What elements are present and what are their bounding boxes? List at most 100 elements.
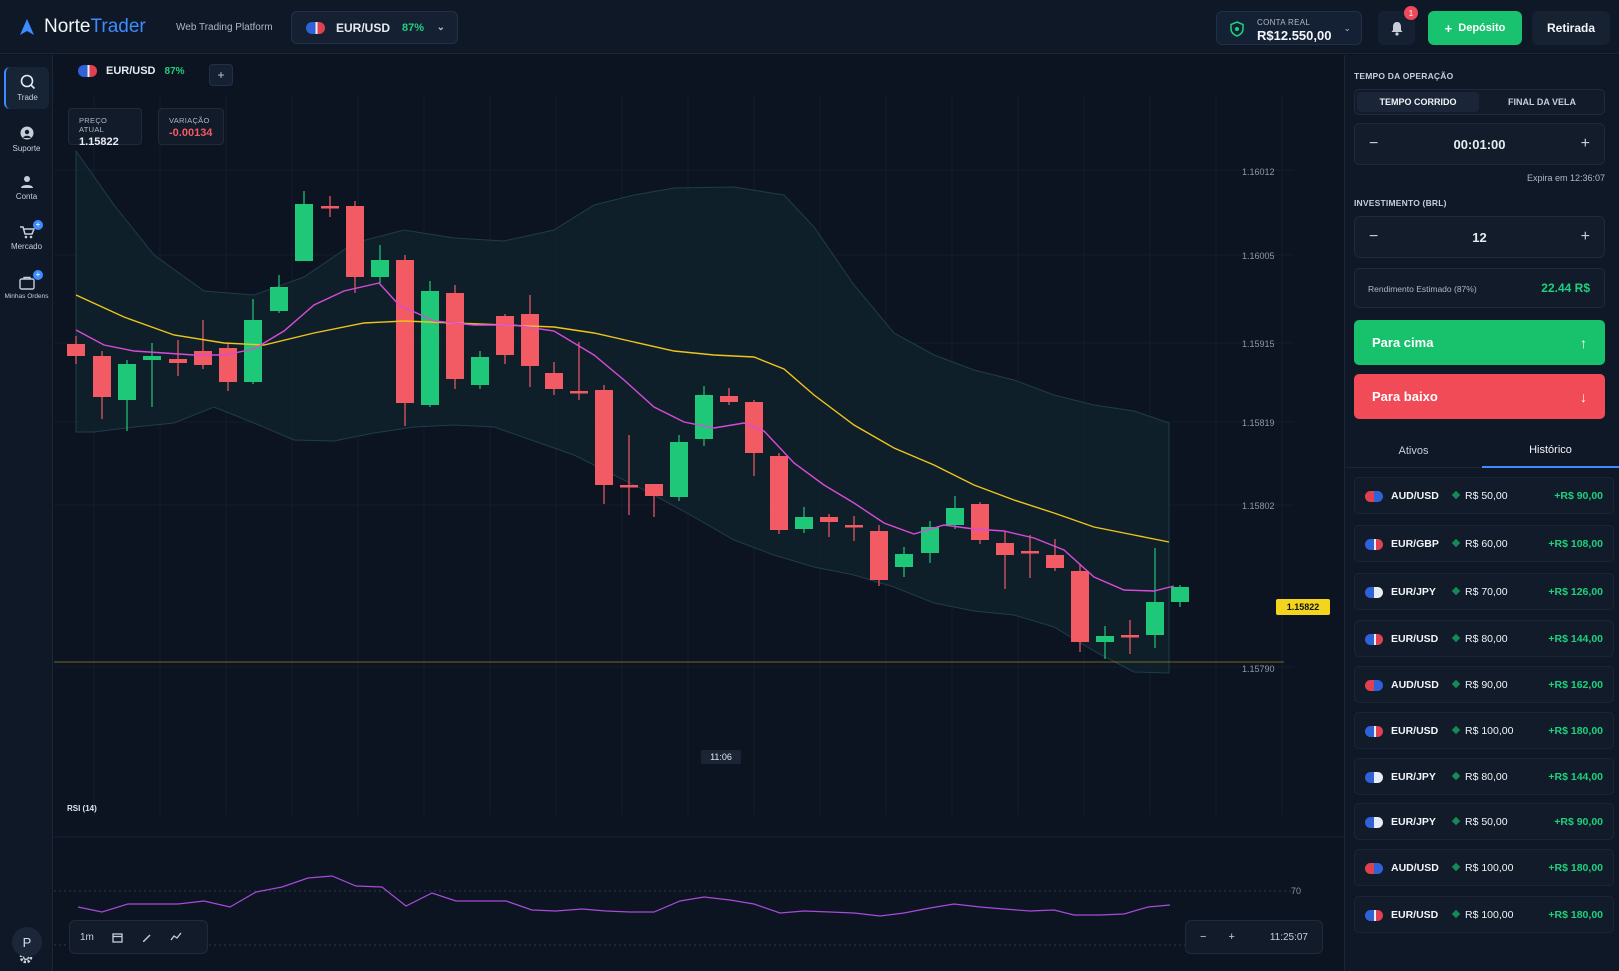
history-amount: R$ 50,00 — [1465, 816, 1508, 828]
candle-bullish — [471, 351, 489, 389]
candle-body — [396, 260, 414, 403]
candle-bullish — [1096, 626, 1114, 659]
candle-body — [1046, 555, 1064, 568]
candle-body — [143, 356, 161, 360]
investment-value[interactable]: 12 — [1472, 230, 1487, 245]
candle-body — [921, 527, 939, 553]
history-row[interactable]: AUD/USD R$ 50,00 +R$ 90,00 — [1354, 477, 1614, 514]
history-row[interactable]: EUR/JPY R$ 50,00 +R$ 90,00 — [1354, 803, 1614, 840]
currency-flag-icon — [1365, 587, 1383, 598]
pencil-icon[interactable] — [141, 932, 152, 943]
candle-bullish — [143, 343, 161, 407]
investment-increase-button[interactable]: + — [1580, 228, 1590, 245]
logo-text-part2: Trader — [90, 16, 146, 37]
candle-bearish — [720, 388, 738, 405]
history-row[interactable]: AUD/USD R$ 100,00 +R$ 180,00 — [1354, 849, 1614, 886]
candle-body — [219, 348, 237, 382]
arrow-down-icon: ↓ — [1580, 388, 1587, 405]
sidebar-item-market[interactable]: + Mercado — [4, 217, 49, 259]
buy-up-button[interactable]: Para cima ↑ — [1354, 320, 1605, 365]
history-row[interactable]: EUR/USD R$ 80,00 +R$ 144,00 — [1354, 620, 1614, 657]
investment-decrease-button[interactable]: − — [1369, 228, 1379, 245]
moving-average-slow — [75, 294, 1170, 543]
notifications-button[interactable]: 1 — [1378, 6, 1418, 45]
mode-candle-end-button[interactable]: FINAL DA VELA — [1507, 97, 1576, 107]
candle-body — [895, 554, 913, 567]
history-pair: EUR/GBP — [1391, 538, 1439, 550]
duration-value[interactable]: 00:01:00 — [1453, 137, 1506, 152]
mode-elapsed-button[interactable]: TEMPO CORRIDO — [1357, 92, 1479, 112]
zoom-toolbar: − + 11:25:07 — [1185, 920, 1323, 954]
diamond-icon — [1451, 909, 1461, 919]
calendar-icon[interactable] — [112, 932, 123, 943]
history-pair: EUR/JPY — [1391, 586, 1436, 598]
history-amount: R$ 100,00 — [1465, 909, 1514, 921]
candle-bullish — [795, 507, 813, 533]
variation-label: VARIAÇÃO — [169, 116, 210, 125]
account-selector[interactable]: CONTA REAL R$12.550,00 ⌄ — [1216, 11, 1362, 45]
chart-tab-asset: EUR/USD — [106, 65, 156, 77]
candle-bearish — [570, 342, 588, 400]
avatar[interactable]: P — [12, 927, 42, 957]
history-row[interactable]: EUR/JPY R$ 70,00 +R$ 126,00 — [1354, 573, 1614, 610]
bollinger-band — [75, 149, 1170, 674]
sidebar-item-trade[interactable]: Trade — [4, 67, 49, 109]
candle-body — [595, 390, 613, 485]
zoom-in-button[interactable]: + — [1228, 931, 1235, 943]
sell-down-button[interactable]: Para baixo ↓ — [1354, 374, 1605, 419]
candle-body — [244, 320, 262, 382]
candle-body — [471, 357, 489, 385]
sidebar-item-label: Suporte — [12, 144, 41, 153]
price-chart[interactable]: 1.16012 1.16005 1.15915 1.15819 1.15802 1.157… — [54, 55, 1344, 971]
user-icon — [20, 176, 33, 188]
candle-bullish — [295, 191, 313, 261]
history-pair: AUD/USD — [1391, 679, 1439, 691]
zoom-out-button[interactable]: − — [1200, 931, 1207, 943]
tab-assets[interactable]: Ativos — [1398, 444, 1429, 457]
asset-payout: 87% — [402, 21, 425, 34]
chevron-down-icon: ⌄ — [436, 22, 445, 33]
crosshair-time-tag: 11:06 — [701, 750, 741, 764]
arrow-up-icon: ↑ — [1580, 334, 1587, 351]
down-label: Para baixo — [1372, 389, 1438, 404]
history-row[interactable]: EUR/USD R$ 100,00 +R$ 180,00 — [1354, 896, 1614, 933]
currency-flag-icon — [1365, 680, 1383, 691]
sidebar-item-label: Conta — [15, 192, 38, 201]
history-row[interactable]: EUR/JPY R$ 80,00 +R$ 144,00 — [1354, 758, 1614, 795]
add-chart-tab-button[interactable]: + — [209, 64, 233, 86]
candle-bullish — [244, 299, 262, 384]
history-pair: AUD/USD — [1391, 490, 1439, 502]
history-row[interactable]: EUR/GBP R$ 60,00 +R$ 108,00 — [1354, 525, 1614, 562]
history-gain: +R$ 126,00 — [1548, 586, 1603, 598]
withdraw-button[interactable]: Retirada — [1532, 11, 1610, 45]
logo[interactable]: Norte Trader — [20, 16, 146, 38]
timeframe-button[interactable]: 1m — [80, 931, 94, 943]
sidebar-item-support[interactable]: Suporte — [4, 118, 49, 160]
chart-tab-eurusd[interactable]: EUR/USD 87% — [78, 65, 185, 77]
diamond-icon — [1451, 816, 1461, 826]
candle-bearish — [93, 351, 111, 419]
candle-bullish — [1146, 548, 1164, 648]
candle-bullish — [695, 386, 713, 446]
indicator-icon[interactable] — [170, 932, 182, 942]
currency-flag-icon — [1365, 539, 1383, 550]
candle-body — [421, 291, 439, 405]
candle-bearish — [169, 340, 187, 376]
tab-history[interactable]: Histórico — [1482, 433, 1619, 468]
diamond-icon — [1451, 490, 1461, 500]
sidebar-item-orders[interactable]: + Minhas Ordens — [4, 267, 49, 309]
candle-bearish — [219, 343, 237, 391]
candle-body — [1121, 635, 1139, 638]
history-pair: AUD/USD — [1391, 862, 1439, 874]
history-gain: +R$ 162,00 — [1548, 679, 1603, 691]
duration-decrease-button[interactable]: − — [1369, 135, 1379, 152]
candle-bullish — [670, 435, 688, 501]
asset-selector[interactable]: EUR/USD 87% ⌄ — [291, 11, 458, 44]
duration-increase-button[interactable]: + — [1580, 135, 1590, 152]
sidebar-item-account[interactable]: Conta — [4, 167, 49, 209]
history-row[interactable]: AUD/USD R$ 90,00 +R$ 162,00 — [1354, 666, 1614, 703]
deposit-button[interactable]: + Depósito — [1428, 11, 1522, 45]
candle-bearish — [996, 531, 1014, 589]
history-row[interactable]: EUR/USD R$ 100,00 +R$ 180,00 — [1354, 712, 1614, 749]
duration-stepper: − 00:01:00 + — [1354, 123, 1605, 165]
